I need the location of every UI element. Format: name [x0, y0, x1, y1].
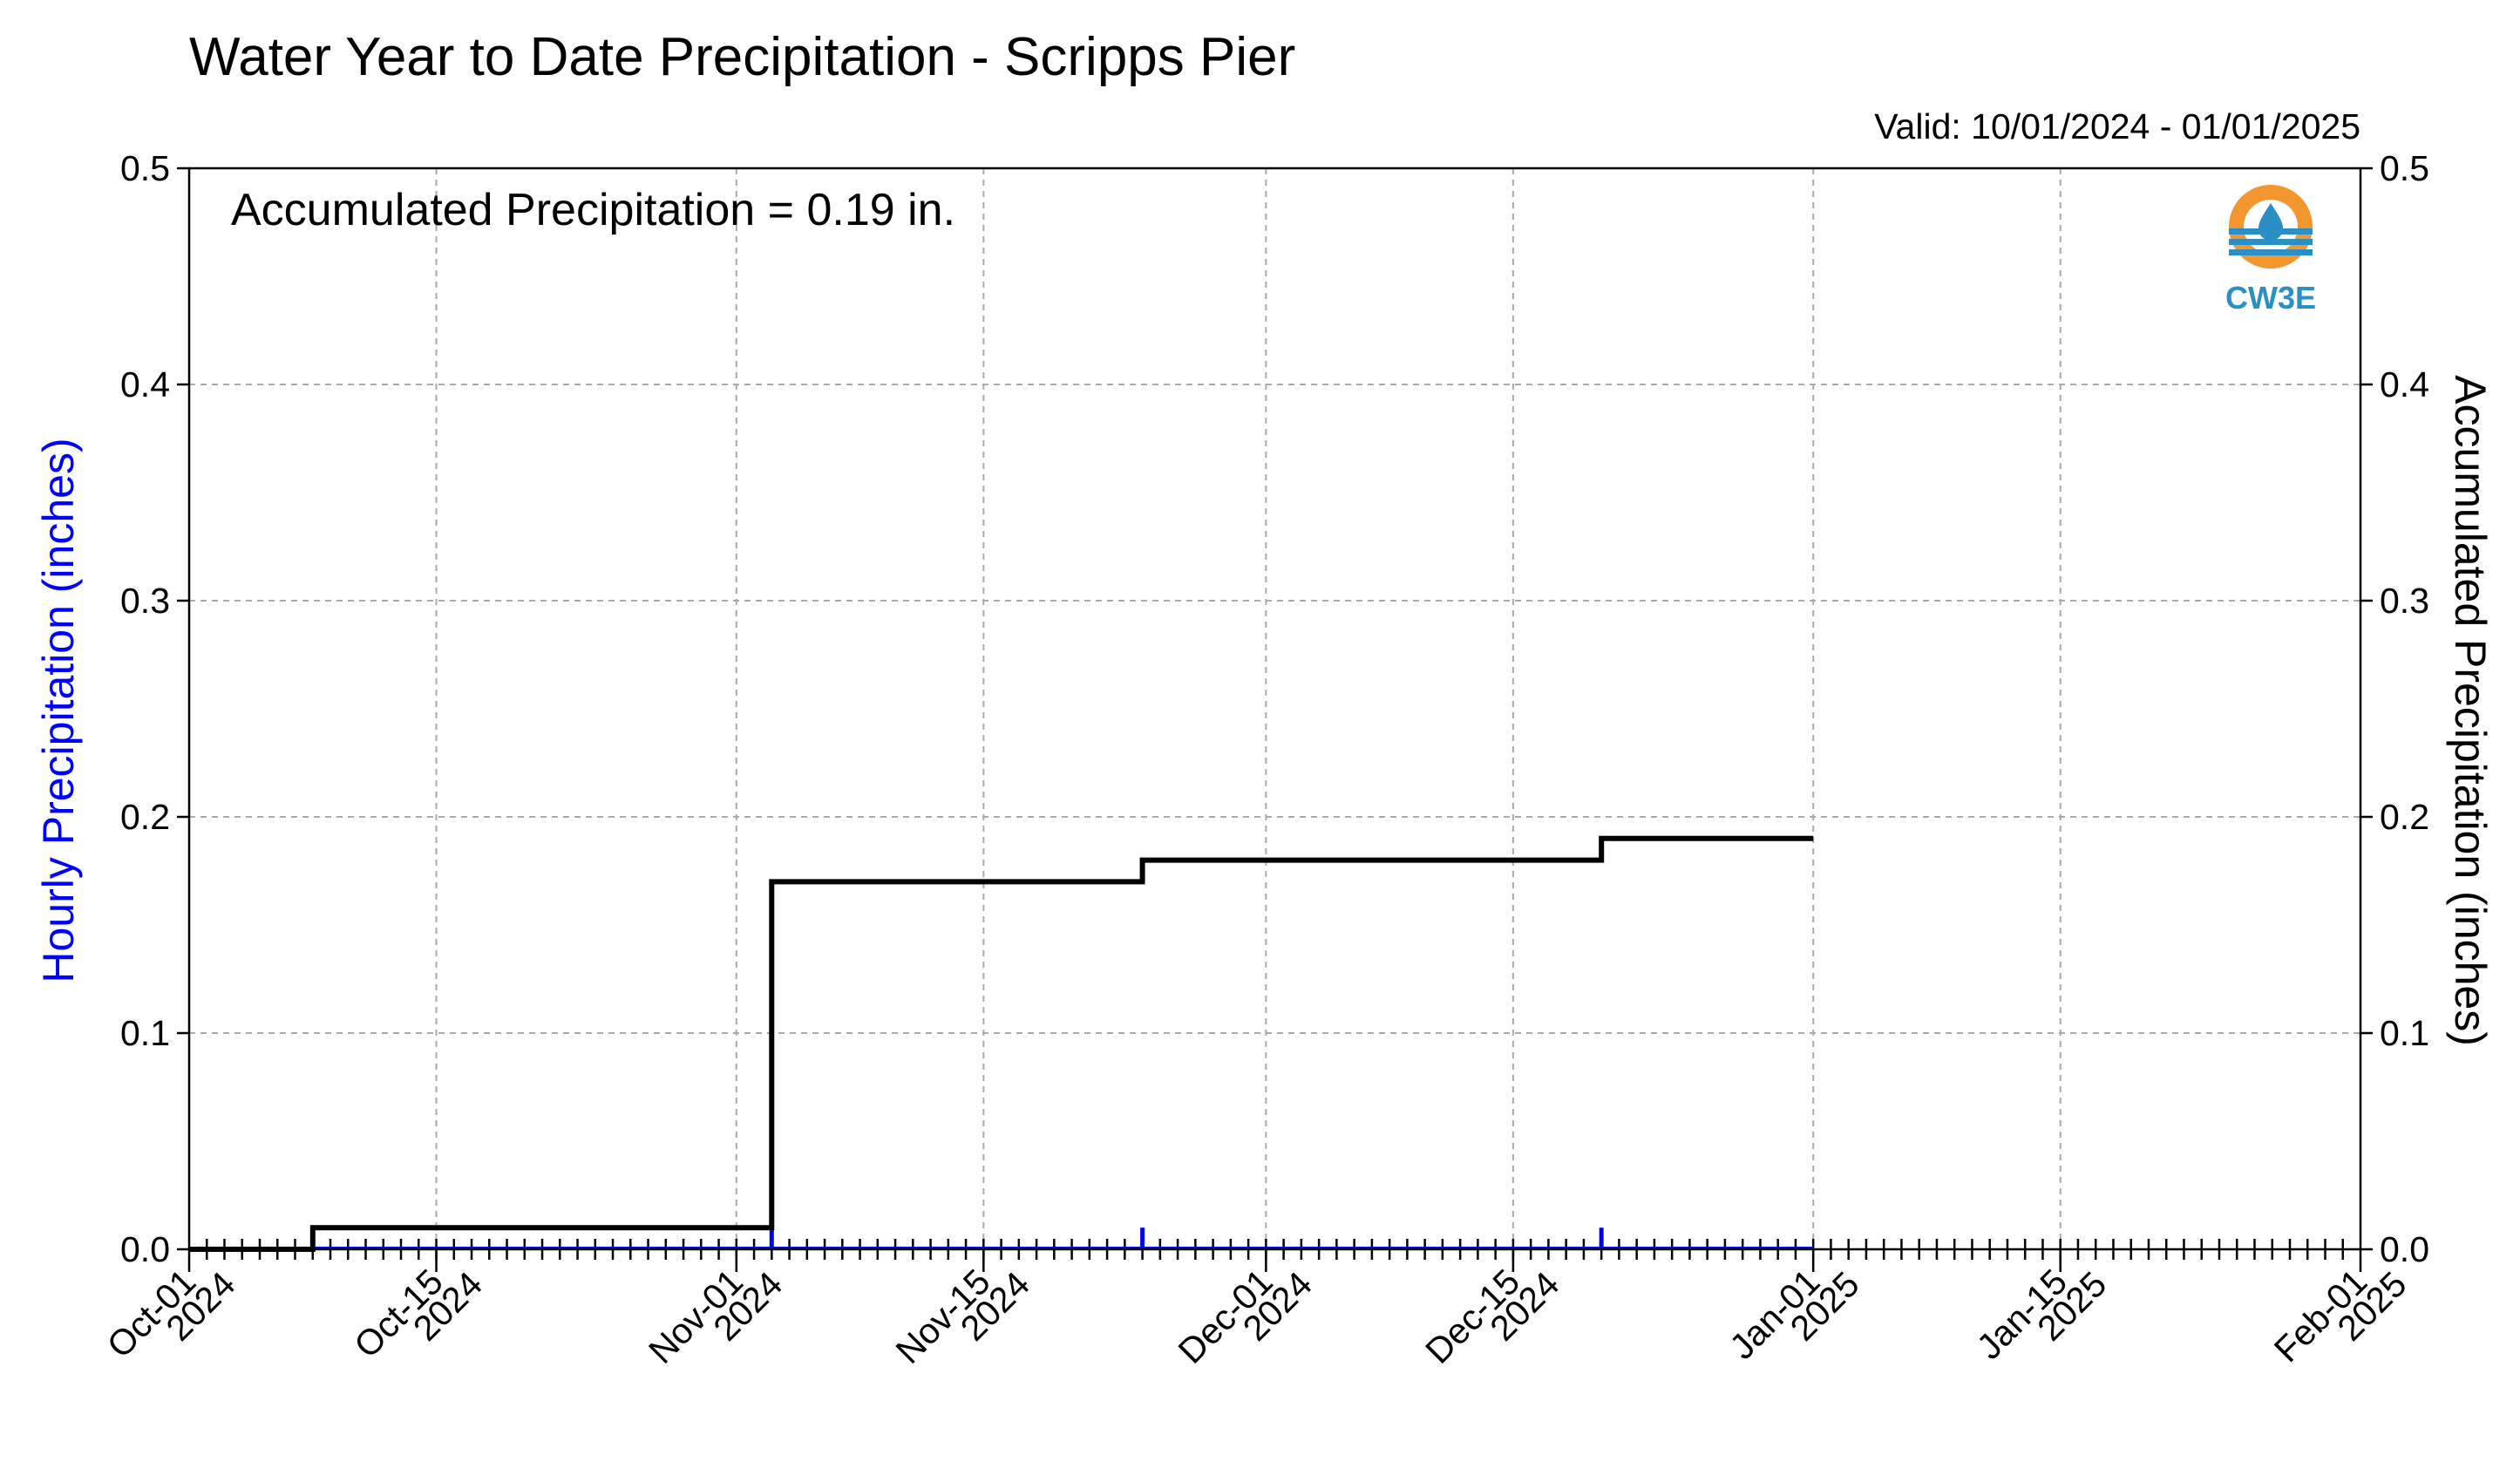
y-tick-label-right: 0.0 [2380, 1229, 2429, 1269]
logo-drop-icon [2258, 203, 2283, 241]
accumulated-annotation: Accumulated Precipitation = 0.19 in. [231, 185, 955, 235]
y-tick-label-left: 0.3 [120, 581, 170, 621]
y-tick-label-right: 0.4 [2380, 364, 2429, 405]
y-tick-label-left: 0.0 [120, 1229, 170, 1269]
accumulated-precip-line [189, 835, 1814, 1252]
cw3e-logo: CW3E [2225, 185, 2316, 316]
y-tick-label-left: 0.4 [120, 364, 170, 405]
y-axis-left-label: Hourly Precipitation (inches) [34, 438, 83, 983]
chart-title: Water Year to Date Precipitation - Scrip… [189, 27, 1295, 87]
y-axis-left: 0.0 0.1 0.2 0.3 0.4 0.5 [120, 148, 189, 1269]
y-tick-label-left: 0.2 [120, 797, 170, 837]
logo-text: CW3E [2225, 280, 2316, 316]
y-tick-label-left: 0.5 [120, 148, 170, 188]
valid-date-range: Valid: 10/01/2024 - 01/01/2025 [1874, 106, 2360, 146]
plot-frame [187, 167, 2362, 1251]
y-tick-label-right: 0.5 [2380, 148, 2429, 188]
y-axis-right-label: Accumulated Precipitation (inches) [2446, 375, 2495, 1046]
y-tick-label-left: 0.1 [120, 1013, 170, 1053]
y-tick-label-right: 0.3 [2380, 581, 2429, 621]
y-tick-label-right: 0.2 [2380, 797, 2429, 837]
y-axis-right: 0.0 0.1 0.2 0.3 0.4 0.5 [2360, 148, 2429, 1269]
grid [189, 168, 2360, 1249]
y-tick-label-right: 0.1 [2380, 1013, 2429, 1053]
